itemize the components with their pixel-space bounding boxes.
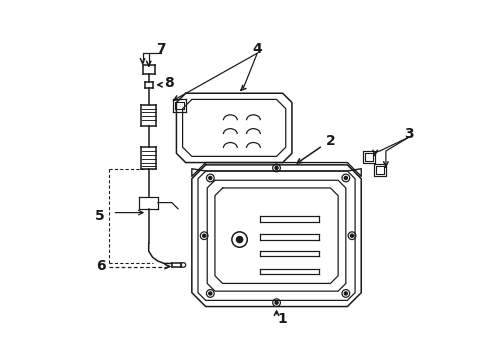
Text: 5: 5 — [95, 209, 104, 223]
Circle shape — [344, 292, 347, 295]
Text: 4: 4 — [252, 42, 262, 57]
Circle shape — [275, 166, 278, 170]
Text: 7: 7 — [156, 42, 166, 57]
Circle shape — [344, 176, 347, 180]
Text: 6: 6 — [96, 260, 106, 274]
Circle shape — [209, 292, 212, 295]
Circle shape — [275, 301, 278, 304]
Circle shape — [209, 176, 212, 180]
Text: 2: 2 — [325, 134, 335, 148]
Text: 3: 3 — [404, 127, 414, 141]
Text: 1: 1 — [277, 312, 287, 326]
Circle shape — [203, 234, 206, 237]
Circle shape — [237, 237, 243, 243]
Text: 8: 8 — [164, 76, 173, 90]
Circle shape — [350, 234, 354, 237]
